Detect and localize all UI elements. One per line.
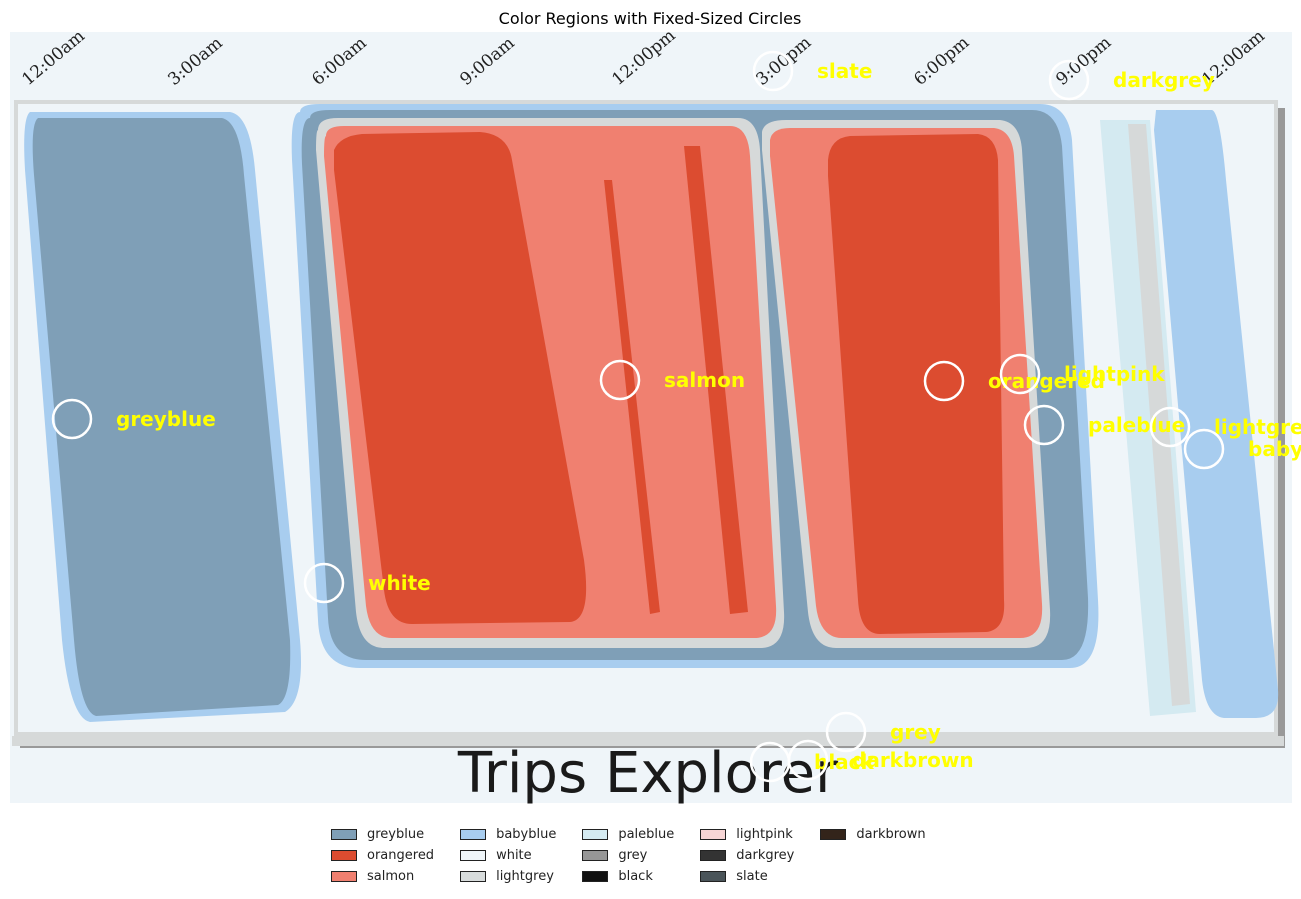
- legend-swatch: [700, 871, 727, 882]
- annotation-label: lightgrey: [1214, 415, 1301, 439]
- legend-item: babyblue: [460, 826, 556, 843]
- annotation-circle: [825, 711, 867, 753]
- legend-label: babyblue: [496, 827, 557, 842]
- annotation-label: slate: [817, 59, 872, 83]
- background-image: [10, 32, 1292, 803]
- annotation-label: darkgrey: [1113, 68, 1215, 92]
- legend-label: darkbrown: [856, 827, 926, 842]
- legend-swatch: [460, 871, 487, 882]
- legend: greyblue orangered salmon babyblue white ligh…: [331, 826, 926, 885]
- annotation-circle: [999, 353, 1041, 395]
- chart-title: Color Regions with Fixed-Sized Circles: [499, 9, 802, 28]
- legend-item: darkbrown: [820, 826, 926, 843]
- legend-label: lightgrey: [496, 869, 554, 884]
- legend-item: darkgrey: [700, 847, 794, 864]
- orangered-thin-stripe-1: [604, 180, 660, 614]
- annotation-label: grey: [890, 720, 941, 744]
- legend-column: babyblue white lightgrey: [460, 826, 556, 885]
- legend-swatch: [700, 829, 727, 840]
- legend-column: paleblue grey black: [582, 826, 674, 885]
- annotation-circle: [1149, 406, 1191, 448]
- legend-label: lightpink: [736, 827, 793, 842]
- legend-item: paleblue: [582, 826, 674, 843]
- legend-swatch: [582, 850, 609, 861]
- legend-label: greyblue: [367, 827, 425, 842]
- greyblue-region: [32, 118, 291, 716]
- legend-swatch: [700, 850, 727, 861]
- legend-item: greyblue: [331, 826, 434, 843]
- legend-swatch: [820, 829, 847, 840]
- legend-item: black: [582, 868, 674, 885]
- babyblue-region: [1154, 110, 1279, 718]
- annotation-circle: [1023, 404, 1065, 446]
- orangered-thin-stripe-2: [684, 146, 748, 614]
- annotation-circle: [303, 562, 345, 604]
- panel-bottom-strip: [12, 736, 1284, 746]
- legend-column: darkbrown: [820, 826, 926, 885]
- annotation-label: darkbrown: [852, 748, 974, 772]
- annotation-label: lightpink: [1064, 362, 1165, 386]
- legend-swatch: [582, 829, 609, 840]
- legend-label: salmon: [367, 869, 415, 884]
- orangered-left-stripe: [334, 132, 587, 624]
- legend-item: white: [460, 847, 556, 864]
- annotation-label: white: [368, 571, 431, 595]
- legend-label: black: [618, 869, 653, 884]
- legend-swatch: [331, 871, 357, 882]
- legend-column: greyblue orangered salmon: [331, 826, 434, 885]
- legend-item: slate: [700, 868, 794, 885]
- annotation-circle: [1183, 428, 1225, 470]
- legend-label: orangered: [367, 848, 435, 863]
- annotation-circle: [923, 360, 965, 402]
- legend-swatch: [331, 850, 357, 861]
- legend-item: salmon: [331, 868, 434, 885]
- annotation-label: greyblue: [116, 407, 216, 431]
- legend-item: grey: [582, 847, 674, 864]
- legend-swatch: [460, 850, 487, 861]
- annotation-circle: [599, 359, 641, 401]
- orangered-right-region: [828, 134, 1005, 634]
- annotation-label: salmon: [664, 368, 745, 392]
- legend-item: orangered: [331, 847, 434, 864]
- legend-item: lightpink: [700, 826, 794, 843]
- annotation-circle: [752, 50, 794, 92]
- legend-swatch: [460, 829, 487, 840]
- annotation-label: babyblue: [1248, 437, 1301, 461]
- annotation-circle: [1048, 59, 1090, 101]
- annotation-circle: [51, 398, 93, 440]
- legend-swatch: [582, 871, 609, 882]
- lightgrey-strip: [1128, 124, 1190, 706]
- legend-label: slate: [736, 869, 768, 884]
- annotation-label: paleblue: [1088, 413, 1185, 437]
- legend-label: paleblue: [618, 827, 675, 842]
- legend-label: white: [496, 848, 532, 863]
- banner-text: Trips Explorer: [457, 741, 839, 806]
- legend-column: lightpink darkgrey slate: [700, 826, 794, 885]
- legend-swatch: [331, 829, 357, 840]
- legend-label: darkgrey: [736, 848, 795, 863]
- legend-item: lightgrey: [460, 868, 556, 885]
- annotation-circle: [787, 739, 829, 781]
- legend-label: grey: [618, 848, 648, 863]
